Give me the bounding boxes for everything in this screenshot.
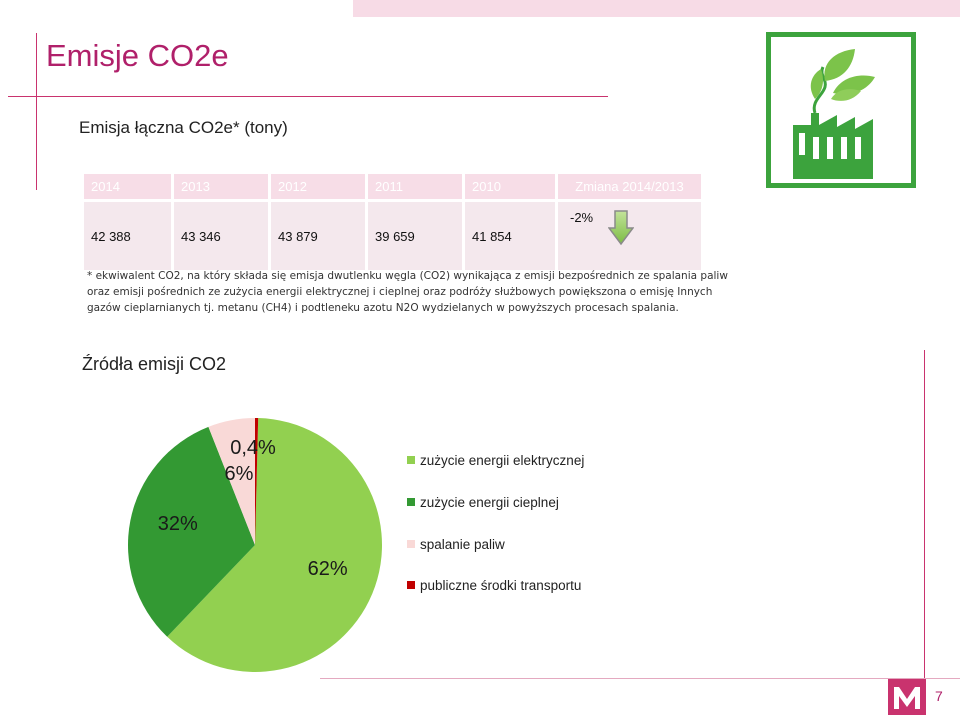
table-row: 42 388 43 346 43 879 39 659 41 854 -2%	[84, 202, 701, 270]
bottom-frame-line	[320, 678, 960, 679]
table-cell: 41 854	[465, 202, 555, 270]
table-header-cell: 2013	[174, 174, 268, 199]
pie-data-label: 6%	[225, 463, 254, 485]
legend-label: spalanie paliw	[420, 537, 505, 552]
page-number: 7	[935, 688, 943, 704]
legend-swatch	[407, 540, 415, 548]
pie-data-label: 32%	[158, 513, 198, 535]
emissions-table: 2014 2013 2012 2011 2010 Zmiana 2014/201…	[81, 171, 704, 273]
down-arrow-icon	[608, 210, 634, 246]
page-title: Emisje CO2e	[46, 38, 229, 73]
title-underline	[8, 96, 608, 97]
company-logo-icon	[888, 679, 926, 720]
legend-item: zużycie energii elektrycznej	[407, 453, 584, 468]
table-header-cell: 2011	[368, 174, 462, 199]
pie-slice	[208, 418, 255, 545]
pie-data-label: 0,4%	[230, 437, 276, 459]
pie-slice	[167, 418, 382, 672]
legend-swatch	[407, 581, 415, 589]
change-cell: -2%	[558, 202, 701, 270]
table-cell: 42 388	[84, 202, 171, 270]
table-cell: 43 346	[174, 202, 268, 270]
table-cell: 39 659	[368, 202, 462, 270]
left-frame-line	[36, 33, 37, 190]
top-decor-band	[353, 0, 960, 17]
change-value: -2%	[570, 210, 594, 225]
table-header-cell: 2010	[465, 174, 555, 199]
footnote: * ekwiwalent CO2, na który składa się em…	[87, 270, 728, 314]
legend-item: zużycie energii cieplnej	[407, 495, 559, 510]
table-header-cell: 2014	[84, 174, 171, 199]
right-frame-line	[924, 350, 925, 680]
legend-label: publiczne środki transportu	[420, 578, 582, 593]
pie-chart: 62% 32% 6% 0,4%	[127, 418, 382, 672]
legend-label: zużycie energii cieplnej	[420, 495, 559, 510]
pie-slice	[127, 426, 255, 637]
table-header-cell: 2012	[271, 174, 365, 199]
factory-leaves-icon	[766, 32, 916, 188]
table-header-cell: Zmiana 2014/2013	[558, 174, 701, 199]
table-title: Emisja łączna CO2e* (tony)	[79, 118, 288, 137]
table-cell: 43 879	[271, 202, 365, 270]
pie-slice	[255, 418, 259, 545]
legend-item: spalanie paliw	[407, 537, 505, 552]
legend-item: publiczne środki transportu	[407, 578, 581, 593]
legend-swatch	[407, 498, 415, 506]
legend-swatch	[407, 456, 415, 464]
pie-data-label: 62%	[308, 558, 348, 580]
legend-label: zużycie energii elektrycznej	[420, 453, 585, 468]
chart-title: Źródła emisji CO2	[82, 354, 227, 374]
table-header-row: 2014 2013 2012 2011 2010 Zmiana 2014/201…	[84, 174, 701, 199]
